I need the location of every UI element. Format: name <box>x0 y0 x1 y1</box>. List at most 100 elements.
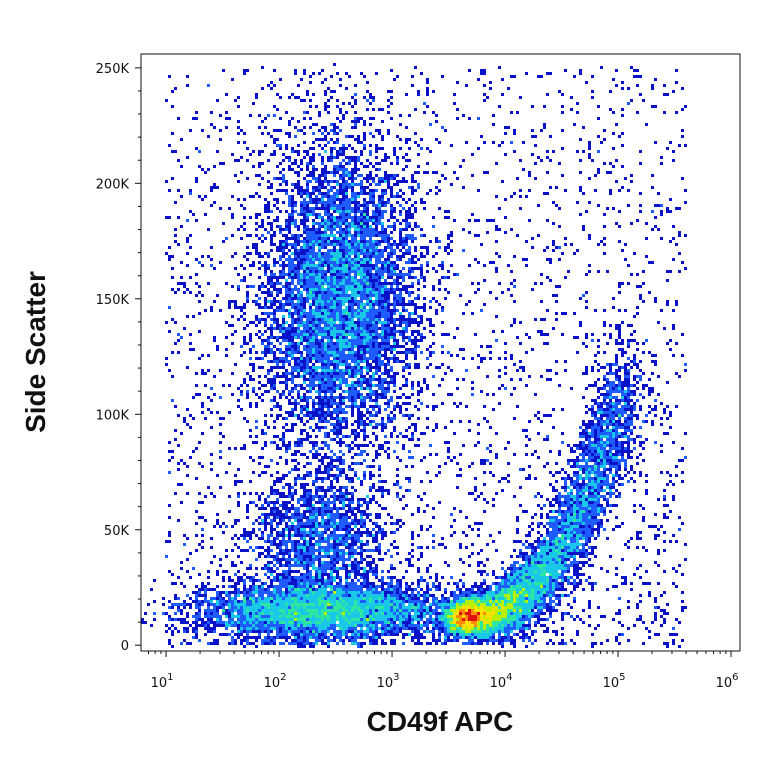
density-cell <box>588 147 591 150</box>
density-cell <box>360 309 363 312</box>
density-cell <box>363 327 366 330</box>
density-cell <box>438 240 441 243</box>
density-cell <box>669 339 672 342</box>
density-cell <box>360 264 363 267</box>
density-cell <box>600 417 603 420</box>
density-cell <box>318 207 321 210</box>
density-cell <box>393 336 396 339</box>
density-cell <box>345 162 348 165</box>
density-cell <box>375 189 378 192</box>
density-cell <box>333 309 336 312</box>
density-cell <box>306 327 309 330</box>
density-cell <box>324 108 327 111</box>
density-cell <box>285 219 288 222</box>
density-cell <box>366 318 369 321</box>
density-cell <box>360 294 363 297</box>
density-cell <box>516 234 519 237</box>
density-cell <box>303 312 306 315</box>
density-cell <box>330 324 333 327</box>
density-cell <box>225 237 228 240</box>
density-cell <box>333 327 336 330</box>
density-cell <box>324 279 327 282</box>
density-cell <box>669 348 672 351</box>
density-cell <box>411 174 414 177</box>
density-cell <box>171 267 174 270</box>
density-cell <box>288 276 291 279</box>
density-cell <box>279 327 282 330</box>
density-cell <box>468 300 471 303</box>
density-cell <box>363 138 366 141</box>
density-cell <box>336 204 339 207</box>
density-cell <box>315 279 318 282</box>
density-cell <box>306 324 309 327</box>
density-cell <box>564 243 567 246</box>
density-cell <box>360 141 363 144</box>
density-cell <box>333 123 336 126</box>
density-cell <box>309 231 312 234</box>
density-cell <box>330 291 333 294</box>
density-cell <box>408 159 411 162</box>
density-cell <box>426 81 429 84</box>
density-cell <box>291 219 294 222</box>
density-cell <box>333 243 336 246</box>
density-cell <box>483 357 486 360</box>
density-cell <box>609 384 612 387</box>
density-cell <box>306 363 309 366</box>
density-cell <box>330 219 333 222</box>
density-cell <box>321 261 324 264</box>
density-cell <box>366 348 369 351</box>
density-cell <box>390 261 393 264</box>
density-cell <box>420 321 423 324</box>
density-cell <box>387 399 390 402</box>
density-cell <box>627 381 630 384</box>
density-cell <box>183 291 186 294</box>
density-cell <box>252 285 255 288</box>
density-cell <box>414 339 417 342</box>
density-cell <box>288 297 291 300</box>
density-cell <box>330 354 333 357</box>
density-cell <box>237 288 240 291</box>
density-cell <box>342 174 345 177</box>
density-cell <box>360 321 363 324</box>
density-cell <box>312 261 315 264</box>
density-cell <box>327 324 330 327</box>
density-cell <box>399 411 402 414</box>
density-cell <box>327 303 330 306</box>
density-cell <box>294 342 297 345</box>
density-cell <box>282 333 285 336</box>
density-cell <box>390 309 393 312</box>
density-cell <box>345 390 348 393</box>
density-cell <box>192 117 195 120</box>
density-cell <box>363 276 366 279</box>
density-cell <box>453 336 456 339</box>
density-cell <box>483 279 486 282</box>
density-cell <box>303 333 306 336</box>
density-cell <box>642 300 645 303</box>
density-cell <box>384 234 387 237</box>
density-cell <box>303 222 306 225</box>
density-cell <box>342 333 345 336</box>
density-cell <box>339 207 342 210</box>
density-cell <box>276 291 279 294</box>
density-cell <box>273 177 276 180</box>
density-cell <box>609 393 612 396</box>
density-cell <box>627 369 630 372</box>
density-cell <box>408 234 411 237</box>
density-cell <box>342 291 345 294</box>
density-cell <box>381 237 384 240</box>
density-cell <box>339 153 342 156</box>
density-cell <box>534 282 537 285</box>
density-cell <box>342 327 345 330</box>
density-cell <box>363 375 366 378</box>
density-cell <box>330 198 333 201</box>
density-cell <box>381 204 384 207</box>
density-cell <box>330 150 333 153</box>
density-cell <box>303 69 306 72</box>
density-cell <box>378 360 381 363</box>
density-cell <box>489 87 492 90</box>
density-cell <box>252 387 255 390</box>
density-cell <box>294 159 297 162</box>
density-cell <box>348 228 351 231</box>
density-cell <box>588 264 591 267</box>
density-cell <box>384 231 387 234</box>
